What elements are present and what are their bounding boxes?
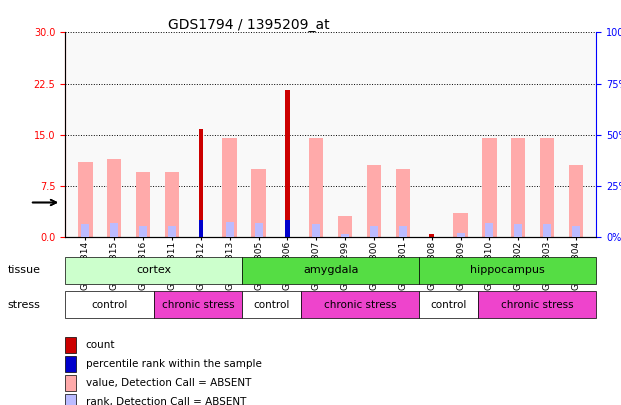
Bar (225, 222, 233, 237)
Bar (65, 337, 76, 353)
Bar (514, 224, 522, 237)
Text: chronic stress: chronic stress (501, 300, 573, 310)
Bar (456, 233, 465, 237)
Text: control: control (430, 300, 467, 310)
Bar (482, 138, 497, 237)
Bar (370, 226, 378, 237)
Bar (453, 213, 468, 237)
Text: amygdala: amygdala (303, 265, 358, 275)
Bar (312, 224, 320, 237)
Bar (511, 138, 525, 237)
Text: control: control (91, 300, 128, 310)
Bar (107, 158, 122, 237)
Text: cortex: cortex (136, 265, 171, 275)
Text: tissue: tissue (7, 265, 40, 275)
Bar (242, 291, 301, 318)
Bar (367, 165, 381, 237)
Bar (419, 257, 596, 284)
Bar (285, 220, 290, 237)
Bar (199, 220, 203, 237)
Bar (139, 226, 147, 237)
Text: GDS1794 / 1395209_at: GDS1794 / 1395209_at (168, 18, 329, 32)
Text: percentile rank within the sample: percentile rank within the sample (86, 359, 261, 369)
Bar (569, 165, 583, 237)
Bar (168, 226, 176, 237)
Bar (309, 138, 324, 237)
Bar (252, 169, 266, 237)
Bar (540, 138, 555, 237)
Text: control: control (253, 300, 290, 310)
Text: rank, Detection Call = ABSENT: rank, Detection Call = ABSENT (86, 397, 246, 405)
Bar (285, 90, 290, 237)
Bar (222, 138, 237, 237)
Bar (78, 162, 93, 237)
Bar (486, 223, 493, 237)
Bar (572, 226, 580, 237)
Text: value, Detection Call = ABSENT: value, Detection Call = ABSENT (86, 378, 251, 388)
Bar (65, 394, 76, 405)
Bar (419, 291, 478, 318)
Bar (338, 217, 352, 237)
Text: stress: stress (7, 300, 40, 309)
Bar (429, 234, 434, 237)
Bar (478, 291, 596, 318)
Bar (242, 257, 419, 284)
Bar (396, 169, 410, 237)
Bar (65, 257, 242, 284)
Bar (543, 224, 551, 237)
Bar (136, 172, 150, 237)
Bar (65, 375, 76, 391)
Text: chronic stress: chronic stress (324, 300, 396, 310)
Bar (111, 223, 118, 237)
Bar (399, 226, 407, 237)
Bar (65, 356, 76, 372)
Bar (154, 291, 242, 318)
Bar (255, 223, 263, 237)
Text: count: count (86, 340, 116, 350)
Bar (165, 172, 179, 237)
Bar (199, 129, 203, 237)
Bar (65, 291, 154, 318)
Text: hippocampus: hippocampus (470, 265, 545, 275)
Bar (301, 291, 419, 318)
Text: chronic stress: chronic stress (161, 300, 234, 310)
Bar (341, 234, 349, 237)
Bar (81, 224, 89, 237)
